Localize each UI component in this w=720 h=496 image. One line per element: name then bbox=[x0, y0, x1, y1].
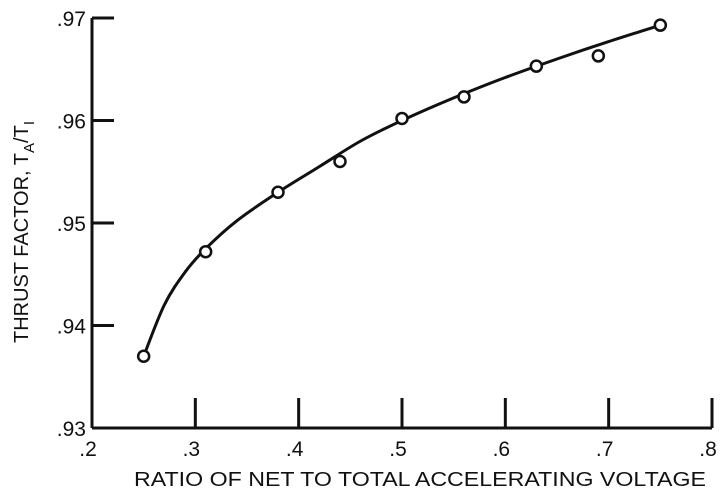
y-axis-label-slash: /T bbox=[11, 125, 33, 143]
y-tick-label: .93 bbox=[57, 418, 86, 441]
data-point bbox=[653, 18, 668, 32]
data-point bbox=[333, 154, 347, 169]
data-point bbox=[395, 111, 409, 126]
y-axis-label: THRUST FACTOR, TA/TI bbox=[11, 121, 38, 343]
fit-curve bbox=[142, 23, 661, 357]
y-tick-label: .94 bbox=[57, 316, 87, 339]
x-tick-label: .6 bbox=[493, 438, 511, 461]
x-tick-label: .3 bbox=[183, 438, 201, 461]
x-tick-label: .4 bbox=[286, 438, 304, 461]
x-axis-label: RATIO OF NET TO TOTAL ACCELERATING VOLTA… bbox=[134, 469, 706, 491]
data-point bbox=[457, 90, 471, 104]
y-tick-label: .97 bbox=[57, 8, 86, 31]
y-axis-label-main: THRUST FACTOR, T bbox=[11, 153, 33, 343]
x-tick-label: .2 bbox=[79, 438, 97, 461]
x-tick-label: .8 bbox=[699, 438, 717, 461]
x-tick-label: .5 bbox=[389, 438, 407, 461]
y-tick-label: .96 bbox=[57, 111, 86, 134]
tick-labels: .2 .3 .4 .5 .6 .7 .8 .93 .94 .95 .96 .97 bbox=[57, 8, 717, 461]
data-point bbox=[136, 349, 151, 363]
y-axis-label-sub-a: A bbox=[21, 143, 38, 153]
data-points bbox=[136, 18, 668, 363]
y-axis-label-sub-i: I bbox=[21, 121, 38, 125]
ticks bbox=[90, 16, 714, 430]
data-point bbox=[529, 59, 544, 73]
data-point bbox=[591, 49, 606, 63]
x-tick-label: .7 bbox=[596, 438, 614, 461]
axes bbox=[90, 18, 712, 430]
data-point bbox=[198, 244, 213, 259]
y-tick-label: .95 bbox=[57, 213, 86, 236]
data-point bbox=[271, 185, 285, 199]
